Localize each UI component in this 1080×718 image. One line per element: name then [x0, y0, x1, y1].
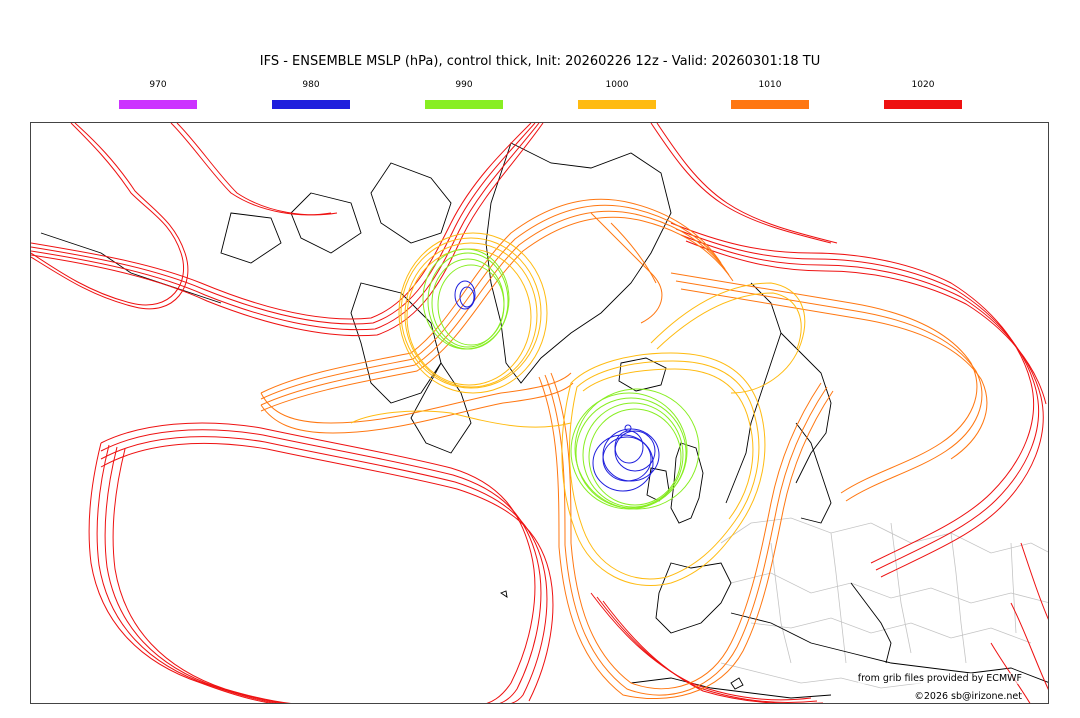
legend-item-970: 970 — [119, 78, 197, 109]
legend-label: 970 — [149, 80, 167, 90]
legend-label: 1020 — [911, 80, 935, 90]
credit-copyright: ©2026 sb@irizone.net — [914, 691, 1022, 702]
legend-label: 990 — [455, 80, 473, 90]
legend-swatch — [272, 100, 350, 109]
isobars-990 — [422, 248, 700, 510]
isobars-980 — [454, 280, 660, 492]
legend-label: 980 — [302, 80, 320, 90]
isobars-1010 — [260, 198, 988, 700]
isobars-1000 — [350, 232, 806, 587]
legend-swatch — [731, 100, 809, 109]
pressure-legend: 970 980 990 1000 1010 1020 — [0, 78, 1080, 114]
legend-label: 1000 — [605, 80, 629, 90]
coastlines — [40, 142, 1048, 699]
map-title: IFS - ENSEMBLE MSLP (hPa), control thick… — [259, 54, 821, 69]
map-canvas[interactable] — [31, 123, 1049, 704]
isobars-1020 — [31, 123, 1048, 703]
legend-item-980: 980 — [272, 78, 350, 109]
legend-item-1010: 1010 — [731, 78, 809, 109]
legend-item-1020: 1020 — [884, 78, 962, 109]
country-borders — [720, 517, 1048, 689]
legend-swatch — [578, 100, 656, 109]
legend-label: 1010 — [758, 80, 782, 90]
pressure-map[interactable] — [30, 122, 1049, 704]
legend-item-990: 990 — [425, 78, 503, 109]
legend-swatch — [884, 100, 962, 109]
credit-source: from grib files provided by ECMWF — [857, 673, 1022, 684]
legend-swatch — [119, 100, 197, 109]
legend-swatch — [425, 100, 503, 109]
legend-item-1000: 1000 — [578, 78, 656, 109]
